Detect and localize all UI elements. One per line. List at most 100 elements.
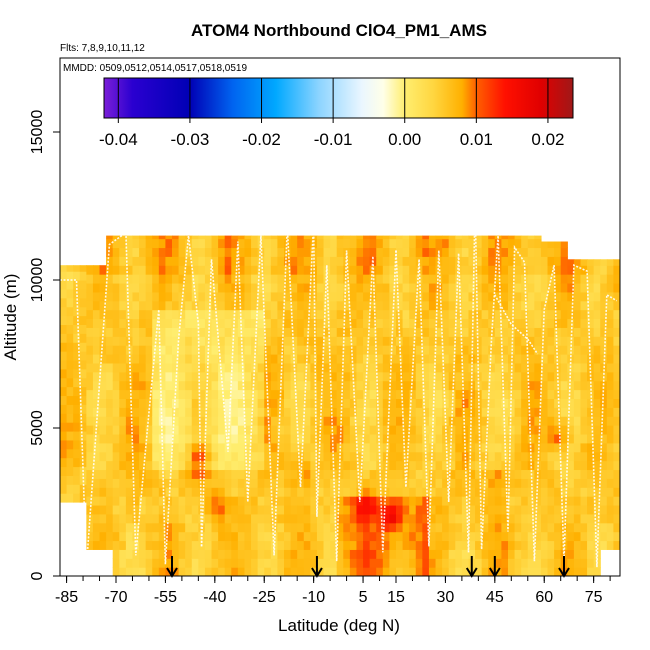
heatmap-cell	[303, 522, 311, 533]
heatmap-cell	[389, 460, 397, 471]
heatmap-cell	[613, 300, 620, 311]
heatmap-cell	[455, 549, 463, 559]
heatmap-cell	[152, 416, 160, 426]
heatmap-cell	[514, 540, 522, 550]
heatmap-cell	[336, 558, 344, 568]
heatmap-cell	[580, 416, 588, 426]
heatmap-cell	[323, 274, 331, 284]
heatmap-cell	[66, 368, 74, 379]
heatmap-cell	[402, 300, 410, 311]
heatmap-cell	[60, 475, 68, 485]
heatmap-cell	[277, 478, 285, 488]
heatmap-cell	[165, 265, 173, 275]
heatmap-cell	[132, 256, 140, 266]
heatmap-cell	[106, 274, 114, 284]
heatmap-cell	[600, 300, 608, 311]
heatmap-cell	[251, 398, 259, 408]
heatmap-cell	[527, 513, 535, 524]
heatmap-cell	[402, 504, 410, 515]
heatmap-cell	[547, 291, 555, 302]
heatmap-cell	[494, 531, 503, 542]
heatmap-cell	[442, 522, 450, 533]
heatmap-cell	[330, 327, 338, 337]
heatmap-cell	[481, 291, 489, 302]
heatmap-cell	[237, 300, 246, 311]
heatmap-cell	[310, 425, 318, 435]
heatmap-cell	[514, 460, 522, 471]
x-axis-label: Latitude (deg N)	[278, 616, 400, 635]
heatmap-cell	[99, 265, 107, 275]
heatmap-cell	[455, 235, 463, 240]
heatmap-cell	[540, 549, 549, 559]
heatmap-cell	[448, 336, 456, 346]
heatmap-cell	[363, 336, 371, 346]
heatmap-cell	[198, 336, 206, 346]
heatmap-cell	[435, 398, 443, 408]
colorbar-tick-label: -0.02	[242, 130, 281, 149]
heatmap-cell	[382, 336, 391, 346]
heatmap-cell	[323, 336, 331, 346]
heatmap-cell	[468, 522, 476, 533]
heatmap-cell	[442, 469, 450, 479]
heatmap-cell	[60, 386, 68, 397]
heatmap-cell	[165, 282, 173, 293]
heatmap-cell	[554, 327, 562, 337]
heatmap-cell	[481, 300, 489, 311]
heatmap-cell	[448, 522, 456, 533]
heatmap-cell	[211, 522, 219, 533]
heatmap-cell	[435, 558, 443, 568]
heatmap-cell	[112, 487, 120, 497]
heatmap-cell	[382, 362, 391, 373]
heatmap-cell	[428, 235, 437, 240]
heatmap-cell	[172, 265, 180, 275]
heatmap-cell	[92, 487, 101, 497]
heatmap-cell	[330, 451, 338, 462]
heatmap-cell	[152, 336, 160, 346]
heatmap-cell	[363, 345, 371, 355]
heatmap-cell	[402, 362, 410, 373]
heatmap-cell	[547, 354, 555, 364]
heatmap-cell	[540, 389, 549, 399]
heatmap-cell	[475, 238, 483, 249]
heatmap-cell	[336, 478, 344, 488]
heatmap-cell	[475, 300, 483, 311]
heatmap-cell	[79, 324, 87, 334]
heatmap-cell	[231, 318, 239, 328]
heatmap-cell	[422, 416, 430, 426]
heatmap-cell	[396, 549, 404, 559]
heatmap-cell	[356, 300, 364, 311]
heatmap-cell	[284, 522, 292, 533]
heatmap-cell	[534, 336, 542, 346]
heatmap-cell	[191, 504, 199, 515]
heatmap-cell	[178, 487, 186, 497]
heatmap-cell	[211, 309, 219, 320]
heatmap-cell	[494, 336, 503, 346]
heatmap-cell	[330, 558, 338, 568]
heatmap-cell	[218, 567, 226, 576]
heatmap-cell	[316, 327, 325, 337]
x-tick-label: -85	[55, 589, 78, 606]
heatmap-cell	[554, 416, 562, 426]
heatmap-cell	[172, 442, 180, 453]
heatmap-cell	[554, 425, 562, 435]
heatmap-cell	[475, 451, 483, 462]
heatmap-cell	[547, 451, 555, 462]
heatmap-cell	[468, 235, 476, 240]
heatmap-cell	[442, 247, 450, 257]
heatmap-cell	[178, 425, 186, 435]
heatmap-cell	[547, 442, 555, 453]
heatmap-cell	[514, 433, 522, 444]
heatmap-cell	[165, 354, 173, 364]
heatmap-cell	[99, 398, 107, 408]
heatmap-cell	[92, 531, 101, 542]
heatmap-cell	[257, 549, 265, 559]
heatmap-cell	[560, 398, 568, 408]
heatmap-cell	[172, 416, 180, 426]
heatmap-cell	[547, 282, 555, 293]
heatmap-cell	[172, 478, 180, 488]
heatmap-cell	[580, 451, 588, 462]
heatmap-cell	[396, 478, 404, 488]
heatmap-cell	[284, 558, 292, 568]
heatmap-cell	[606, 259, 615, 266]
